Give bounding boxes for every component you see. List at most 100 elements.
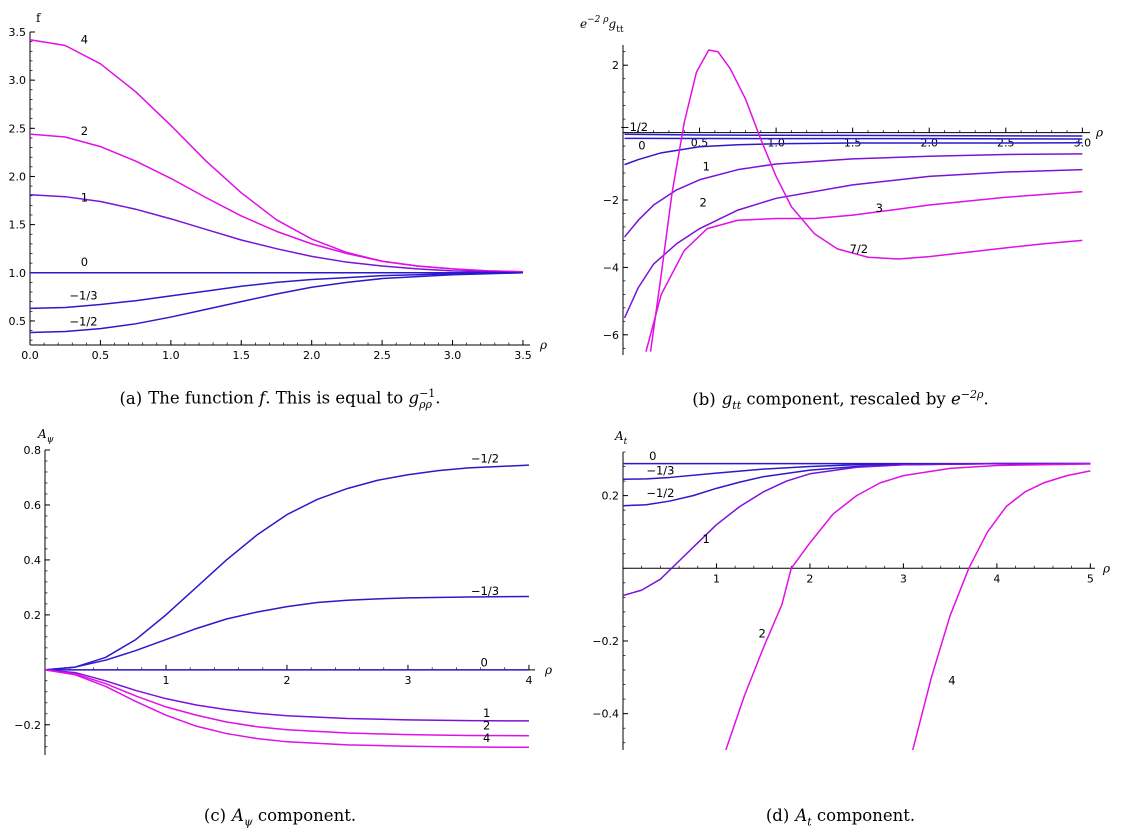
x-tick-label: 2 (283, 674, 290, 687)
series-line (30, 272, 523, 334)
y-tick-label: 1.0 (9, 267, 27, 280)
series-label: −1/2 (646, 486, 674, 500)
series-line (624, 133, 1083, 137)
y-tick-label: 0.2 (24, 609, 42, 622)
x-tick-label: 1 (162, 674, 169, 687)
panel-b: 0.5 1.0 1.5 2.0 2.5 3.0 2 −2 −4 −6 ρ e−2 ρgtt −1/2 0 1… (560, 0, 1121, 420)
series-label: 1 (81, 191, 88, 205)
y-tick-label: 3.0 (9, 74, 27, 87)
x-tick-label: 4 (993, 572, 1000, 585)
x-tick-label: 4 (525, 674, 532, 687)
y-tick-label: 3.5 (9, 26, 27, 39)
caption-b-suffix: . (983, 389, 989, 409)
x-tick-label: 3 (900, 572, 907, 585)
series-line (45, 595, 529, 671)
y-tick-label: 2.5 (9, 122, 27, 135)
series-label: −1/3 (646, 464, 674, 478)
y-axis-label: e−2 ρgtt (580, 15, 624, 35)
series-line (912, 470, 1091, 750)
y-tick-label: 0.8 (24, 444, 42, 457)
series-line (45, 669, 529, 737)
series-label: 7/2 (850, 242, 869, 256)
y-tick-label: −6 (603, 329, 619, 342)
caption-a-math2-sub: ρρ (419, 398, 432, 411)
series-label: −1/3 (69, 289, 97, 303)
caption-b-middle: component, rescaled by (741, 389, 952, 409)
series-line (30, 272, 523, 310)
series-line (45, 669, 529, 749)
caption-a-label: (a) (119, 388, 143, 408)
series-label: 4 (483, 731, 490, 745)
series-line (623, 462, 1091, 597)
x-tick-label: 2 (806, 572, 813, 585)
series-label: −1/2 (69, 315, 97, 329)
series-label: 2 (700, 196, 707, 210)
x-tick-label: 3 (404, 674, 411, 687)
chart-b-plot: 0.5 1.0 1.5 2.0 2.5 3.02−2−4−6ρe−2 ρgtt−1/201… (580, 15, 1103, 355)
x-tick-label: 2.0 (303, 349, 321, 362)
y-tick-label: 2 (612, 59, 619, 72)
series-line (30, 133, 523, 273)
x-tick-label: 3.0 (1074, 137, 1092, 150)
y-tick-label: −0.2 (592, 635, 619, 648)
caption-a: (a) The function f. This is equal to g −1 ρ… (0, 388, 560, 410)
caption-c-math1: A (232, 806, 244, 825)
series-label: 2 (483, 719, 490, 733)
caption-c-math1-sub: ψ (243, 815, 253, 829)
series-label: 4 (81, 33, 88, 47)
series-line (45, 464, 529, 671)
series-label: 4 (948, 674, 955, 688)
y-tick-label: 2.0 (9, 170, 27, 183)
x-tick-label: 3.5 (514, 349, 532, 362)
y-tick-label: 0.6 (24, 499, 42, 512)
caption-a-math2: g (408, 388, 420, 408)
panel-c: 1 2 3 4 0.8 0.6 0.4 0.2 −0.2 ρ Aψ −1/2 −1/3 0 1 2 4 (c) A… (0, 420, 560, 836)
series-line (30, 38, 523, 273)
series-line (623, 168, 1083, 319)
caption-d-suffix: component. (811, 806, 916, 825)
caption-d-math1: A (795, 806, 808, 825)
caption-b: (b) gtt component, rescaled by e−2ρ. (560, 388, 1121, 412)
y-axis-label: Aψ (37, 427, 55, 445)
x-tick-label: 1 (713, 572, 720, 585)
caption-c-label: (c) (203, 806, 227, 825)
series-line (624, 141, 1083, 166)
caption-d-math1-sub: t (807, 815, 812, 829)
caption-a-prefix: The function (148, 388, 260, 408)
y-tick-label: −4 (603, 261, 619, 274)
series-line (623, 153, 1083, 238)
chart-d-plot: 1 2 3 4 5 0.2 −0.2 −0.4 ρ At 0−1/3 −1/2 1 2 4 (592, 429, 1110, 750)
chart-a-plot: 0.0 0.5 1.0 1.5 2.0 2.5 3.0 3.5 0.5 1.0 1.5 2.0 2.5 3… (9, 11, 548, 362)
y-tick-label: −0.4 (592, 708, 619, 721)
caption-b-label: (b) (692, 389, 716, 409)
series-label: 0 (638, 138, 645, 152)
series-label: −1/2 (471, 451, 499, 465)
x-axis-label: ρ (1102, 561, 1110, 575)
series-label: 1 (483, 706, 490, 720)
x-tick-label: 0.5 (92, 349, 110, 362)
caption-a-suffix: . (435, 388, 441, 408)
caption-b-math1: g (721, 389, 733, 409)
y-tick-label: 0.2 (602, 490, 620, 503)
caption-b-math2: e (951, 389, 961, 409)
x-tick-label: 5 (1087, 572, 1094, 585)
x-axis-label: ρ (544, 663, 552, 677)
series-label: 0 (649, 449, 656, 463)
series-label: 3 (876, 201, 883, 215)
caption-a-math2-sup: −1 (419, 387, 436, 400)
y-axis-label: f (36, 11, 42, 25)
series-line (623, 462, 1091, 507)
x-tick-label: 0.0 (21, 349, 39, 362)
x-axis-label: ρ (539, 338, 547, 352)
series-line (30, 194, 523, 274)
series-label: −1/3 (471, 584, 499, 598)
caption-b-math2-sup: −2ρ (960, 388, 984, 401)
series-line (624, 137, 1083, 140)
series-label: 0 (81, 255, 88, 269)
y-tick-label: −2 (603, 194, 619, 207)
series-label: −1/2 (620, 120, 648, 134)
caption-a-math1: f (259, 388, 266, 408)
y-tick-label: 0.5 (9, 315, 27, 328)
y-tick-label: 0.4 (24, 554, 42, 567)
